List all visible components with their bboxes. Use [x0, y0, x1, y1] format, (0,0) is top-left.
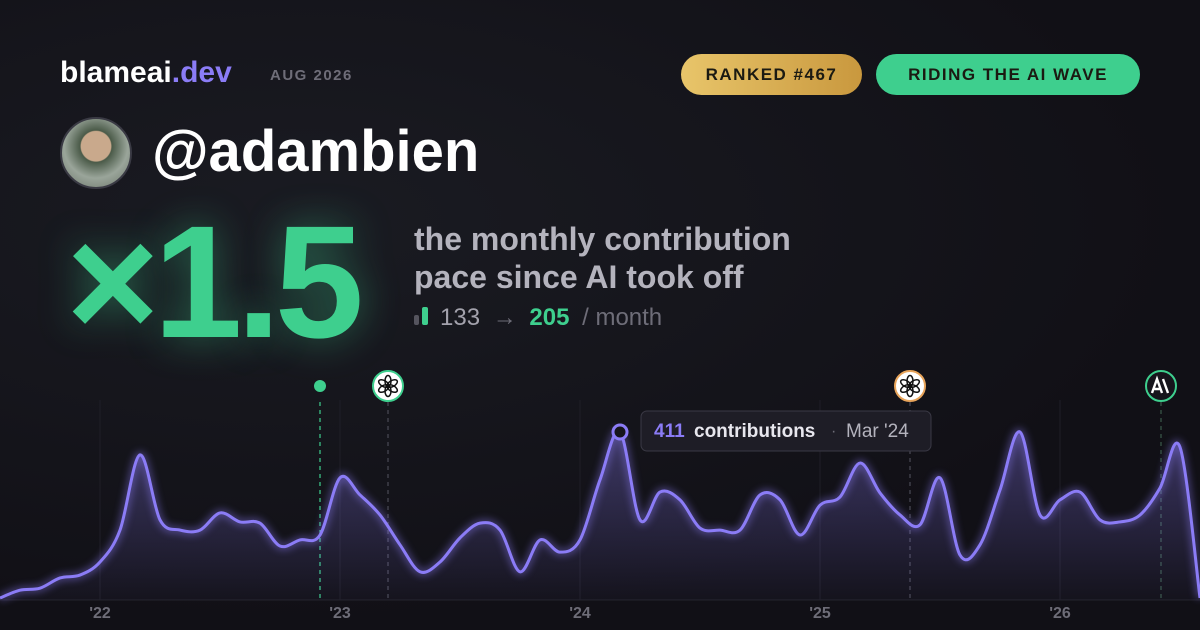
tooltip-separator: · [831, 423, 836, 440]
arrow: → [492, 304, 517, 331]
event-logo [1150, 375, 1170, 394]
x-tick-label: '26 [1049, 605, 1071, 622]
icon-bar [422, 307, 428, 325]
plot: '22 '23 '24 '25 '26 [0, 370, 1200, 622]
tooltip-value: 411 [654, 421, 685, 442]
event-icon [1145, 370, 1177, 402]
description-line: pace since AI took off [414, 259, 744, 295]
x-tick-label: '24 [569, 605, 591, 622]
status-badge: RIDING THE AI WAVE [876, 54, 1140, 95]
tooltip-text: contributions [694, 421, 815, 442]
rank-badge: RANKED #467 [681, 54, 862, 95]
line [0, 429, 1200, 600]
x-tick-label: '22 [89, 605, 111, 622]
pace: 133 → 205 / month [414, 304, 662, 332]
event-dot [314, 380, 326, 392]
pace-after: 205 [529, 304, 570, 331]
date: AUG 2026 [270, 67, 353, 84]
event-logo [899, 378, 912, 389]
description: the monthly contribution pace since AI t… [414, 220, 791, 296]
multiplier: ×1.5 [66, 192, 364, 371]
x-tick-label: '25 [809, 605, 831, 622]
tooltip-month: Mar '24 [846, 421, 909, 442]
icon-bar [414, 315, 419, 325]
highlight-point [611, 423, 629, 441]
unit: / month [582, 304, 663, 331]
event-logo [377, 378, 390, 389]
brand-name: blameai [60, 56, 172, 89]
brand: blameai.dev [60, 56, 232, 90]
tooltip: 411 contributions · Mar '24 [640, 410, 932, 452]
x-tick-label: '23 [329, 605, 351, 622]
handle: @adambien [152, 119, 480, 184]
brand-tld: .dev [171, 56, 232, 89]
tooltip-box [640, 410, 932, 452]
avatar [60, 117, 132, 189]
area [0, 431, 1200, 600]
pace-before: 133 [440, 304, 481, 331]
description-line: the monthly contribution [414, 221, 791, 257]
